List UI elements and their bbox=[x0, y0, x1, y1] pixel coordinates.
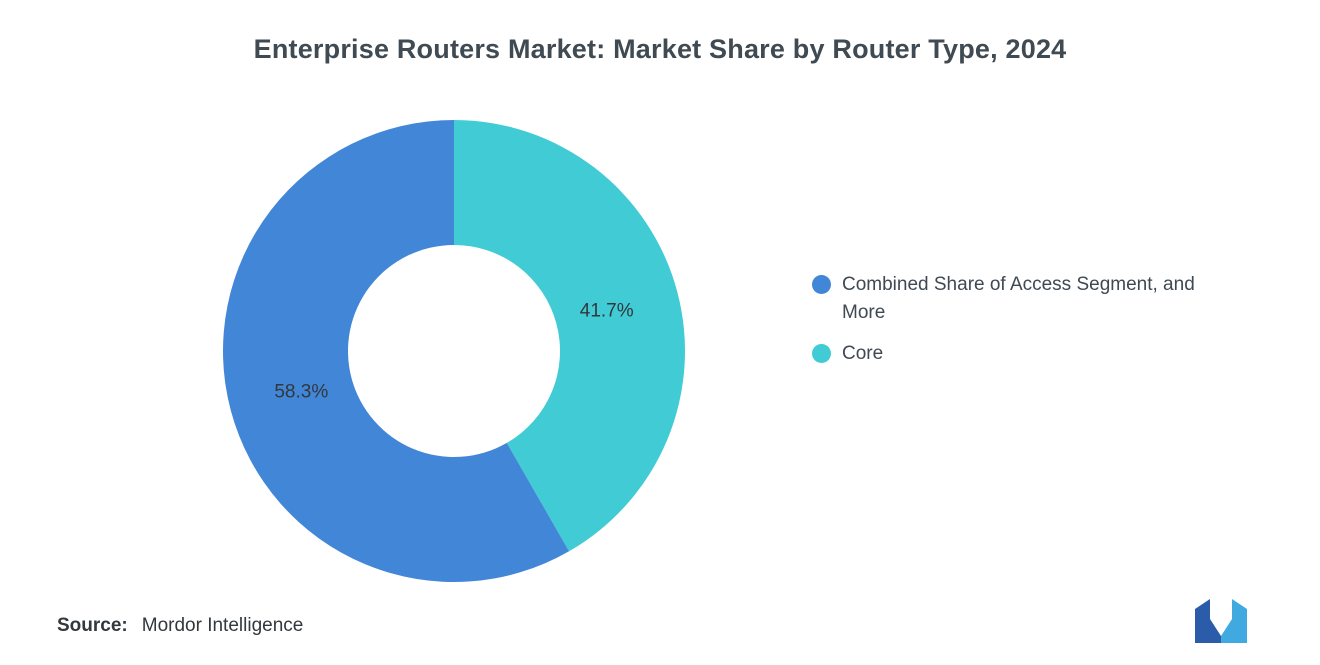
source-line: Source: Mordor Intelligence bbox=[57, 615, 303, 637]
legend: Combined Share of Access Segment, and Mo… bbox=[812, 271, 1282, 381]
legend-item-access: Combined Share of Access Segment, and Mo… bbox=[812, 271, 1282, 327]
donut-segment-1 bbox=[454, 120, 685, 552]
segment-value-label-1: 41.7% bbox=[580, 300, 634, 321]
source-label: Source: bbox=[57, 615, 128, 636]
legend-swatch-access bbox=[812, 275, 831, 294]
mordor-intelligence-logo bbox=[1195, 599, 1247, 643]
segment-value-label-0: 58.3% bbox=[274, 382, 328, 403]
source-value: Mordor Intelligence bbox=[141, 615, 304, 636]
chart-title: Enterprise Routers Market: Market Share … bbox=[253, 34, 1067, 64]
donut-segment-0 bbox=[222, 119, 570, 583]
legend-label-access: Combined Share of Access Segment, and Mo… bbox=[842, 274, 1195, 323]
legend-item-core: Core bbox=[812, 340, 1282, 368]
legend-label-core: Core bbox=[842, 343, 884, 364]
legend-swatch-core bbox=[812, 344, 831, 363]
